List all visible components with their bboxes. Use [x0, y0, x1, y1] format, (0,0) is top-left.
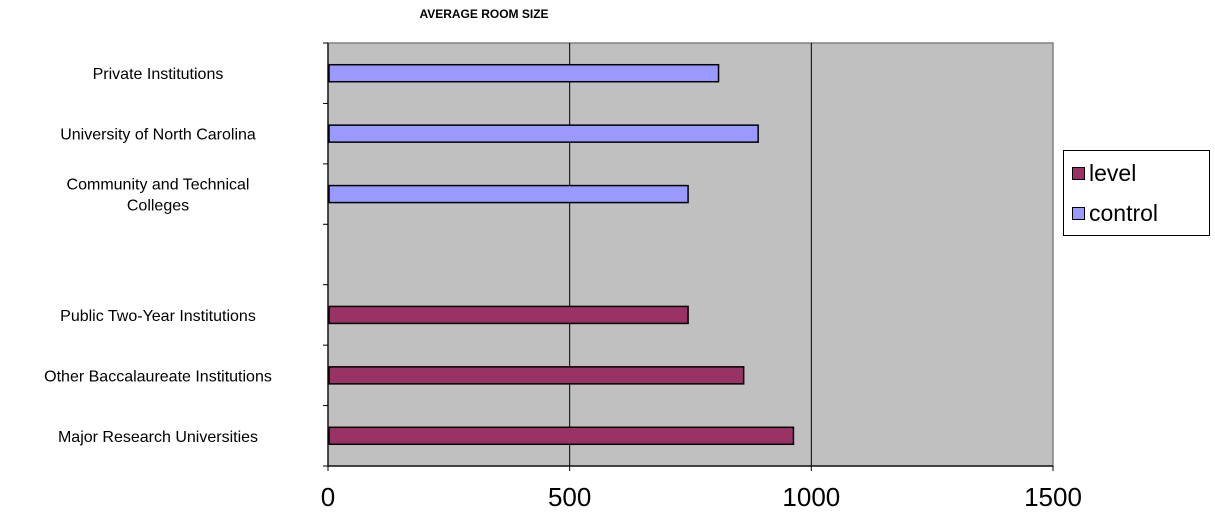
category-label: Other Baccalaureate Institutions [44, 368, 272, 385]
axes: 0 500 1000 1500 [321, 42, 1082, 512]
category-label: Public Two-Year Institutions [60, 308, 256, 325]
x-tick-label: 1500 [1024, 482, 1082, 512]
category-label: Community and Technical Colleges [67, 177, 250, 215]
x-tick-label: 1000 [782, 482, 840, 512]
bar-control [328, 184, 689, 204]
legend-swatch-level [1072, 166, 1085, 180]
legend-item-control: control [1072, 200, 1158, 226]
chart-title: AVERAGE ROOM SIZE [419, 7, 548, 21]
category-label-line: Colleges [127, 198, 189, 215]
legend: level control [1063, 150, 1210, 236]
category-label-line: Community and Technical [67, 177, 250, 194]
bar-level [328, 426, 795, 446]
plot-area [327, 42, 1054, 467]
bar-level [328, 366, 745, 385]
category-label: University of North Carolina [60, 127, 256, 144]
category-label-line: Private Institutions [93, 66, 224, 83]
category-label-line: Public Two-Year Institutions [60, 308, 256, 325]
bar-control [328, 124, 759, 143]
bars [328, 63, 795, 446]
x-tick-label: 500 [548, 482, 591, 512]
category-label-line: Other Baccalaureate Institutions [44, 368, 272, 385]
category-label: Private Institutions [93, 66, 224, 83]
x-tick-label: 0 [321, 482, 335, 512]
category-label-line: University of North Carolina [60, 127, 256, 144]
category-labels: Private Institutions University of North … [44, 66, 272, 446]
gridlines [569, 43, 812, 466]
bar-control [328, 63, 720, 83]
bar-level [328, 305, 689, 325]
category-label: Major Research Universities [58, 429, 258, 446]
category-label-line: Major Research Universities [58, 429, 258, 446]
legend-item-level: level [1072, 160, 1136, 186]
legend-label-control: control [1089, 200, 1159, 226]
legend-swatch-control [1072, 206, 1085, 220]
legend-label-level: level [1089, 160, 1137, 186]
